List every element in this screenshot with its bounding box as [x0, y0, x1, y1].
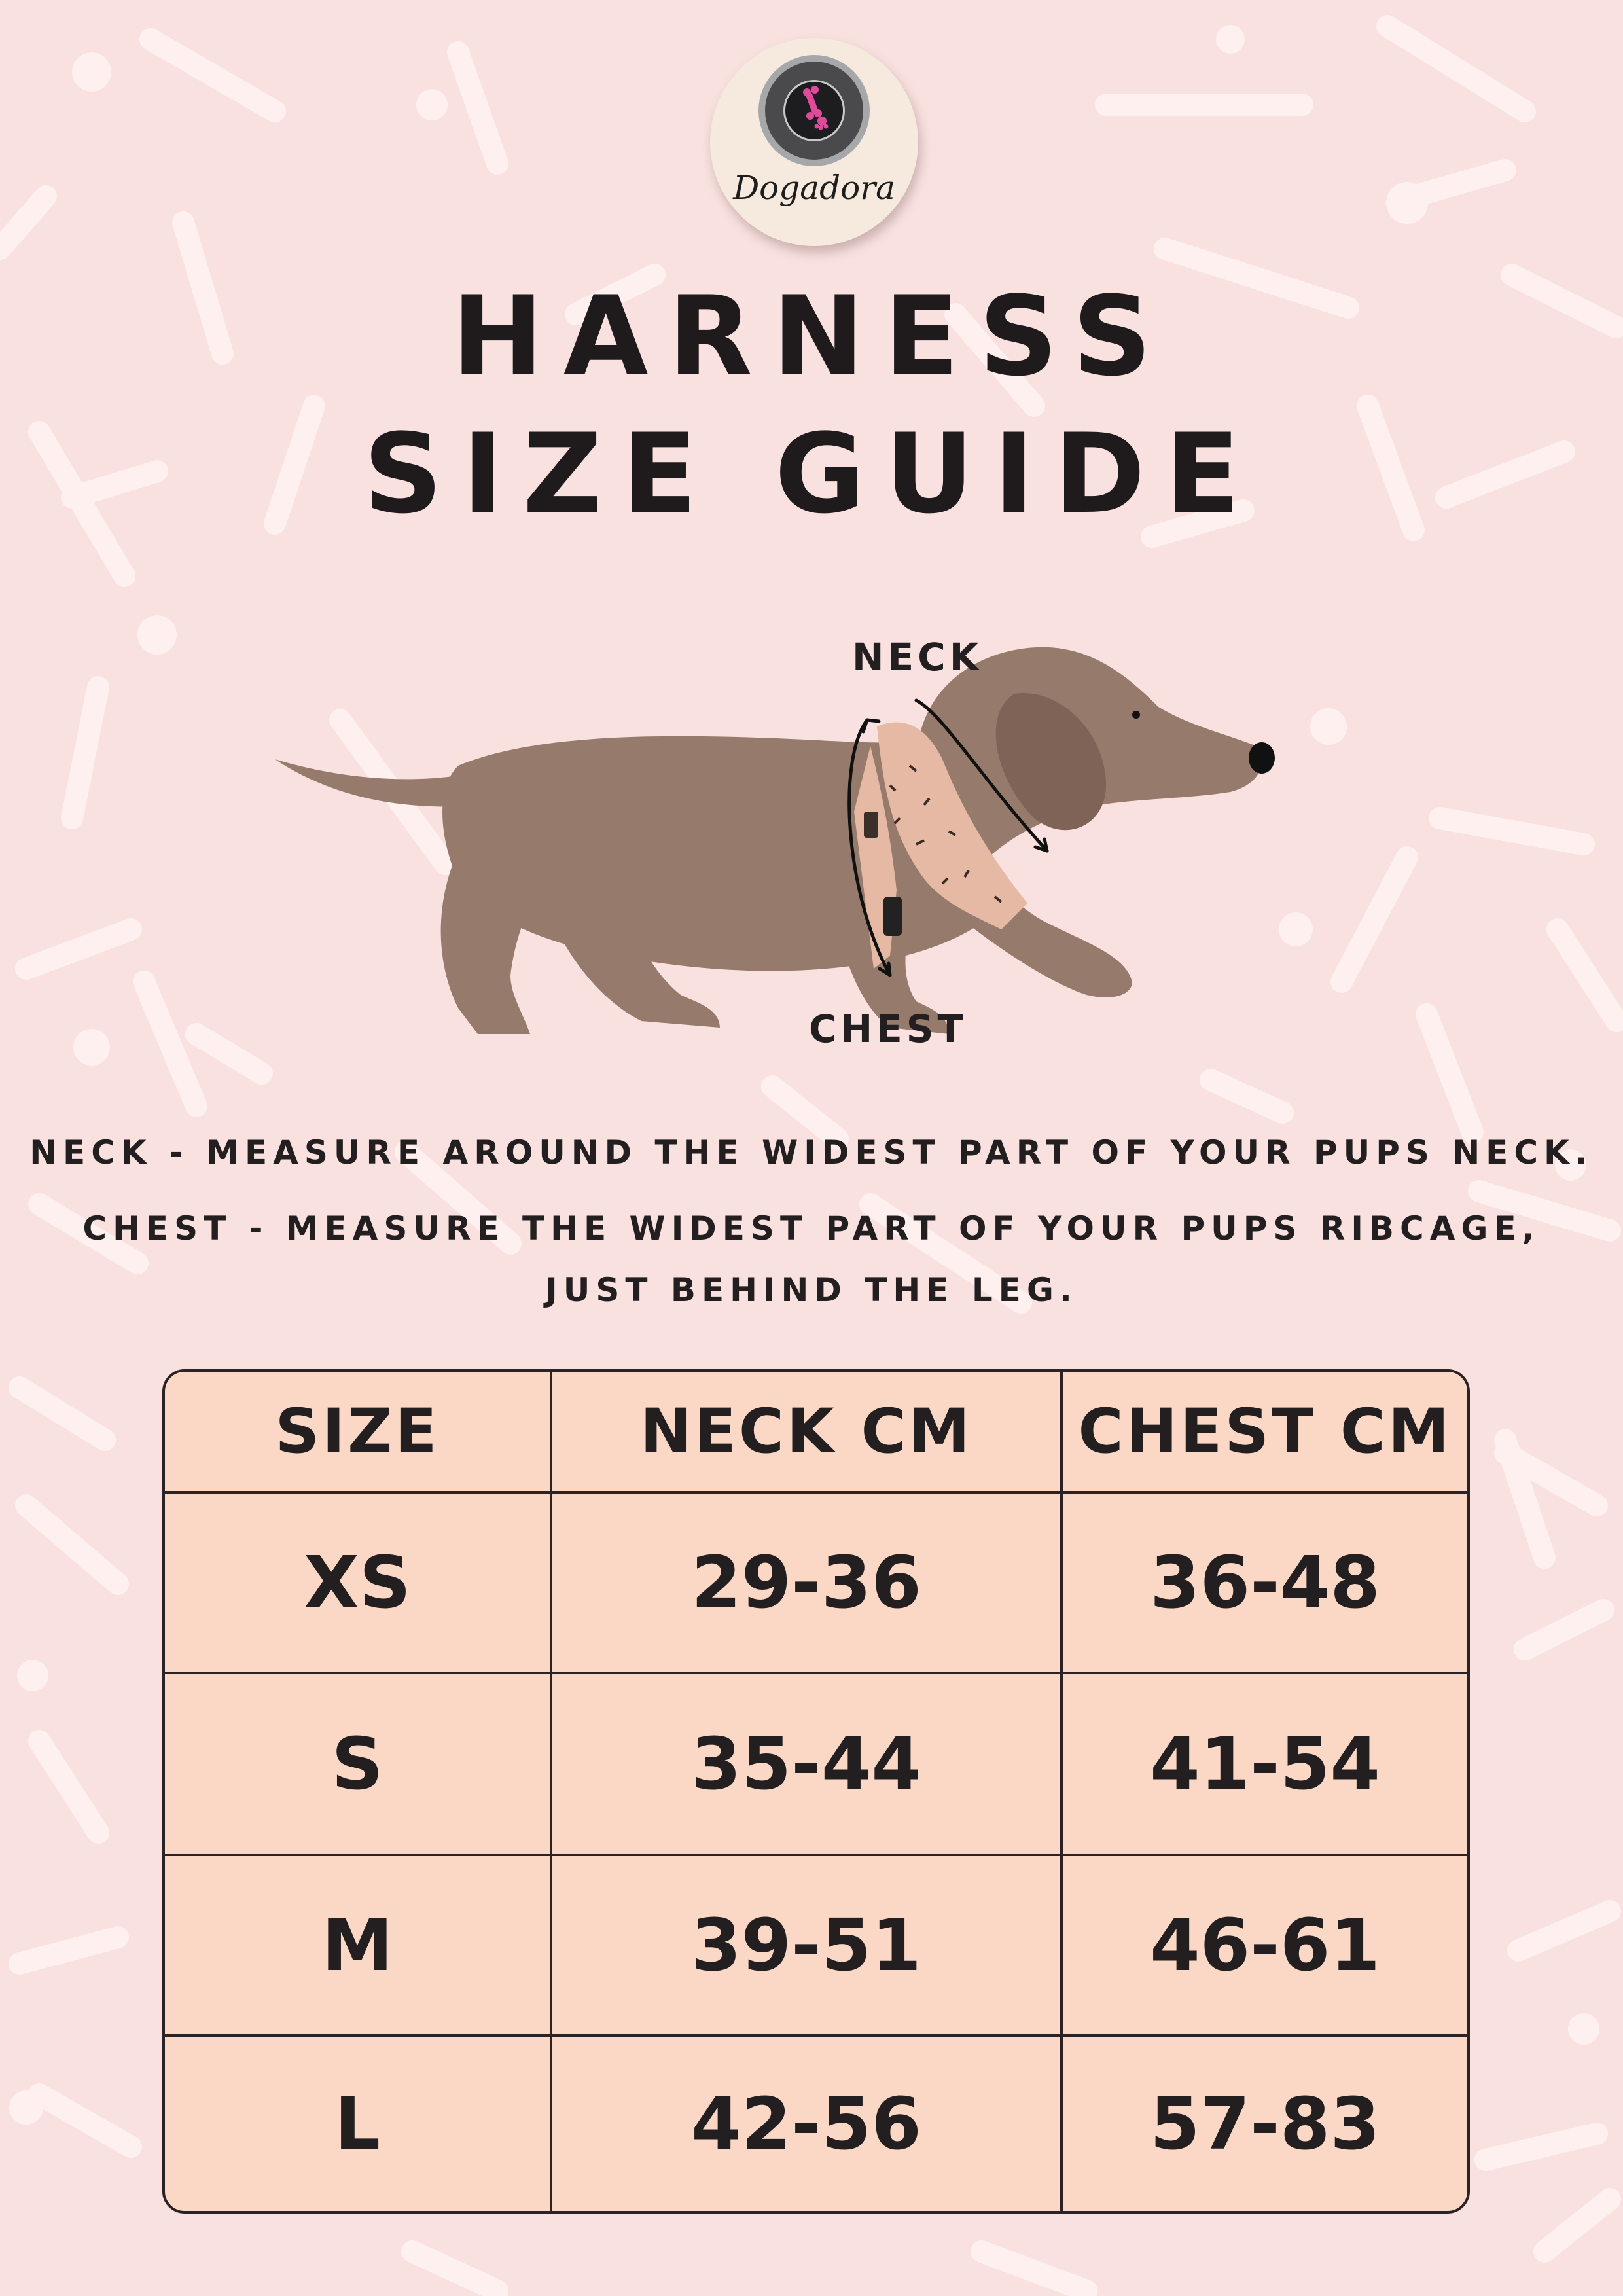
size-table: SIZE NECK CM CHEST CM XS 29-36 36-48 S 3… [162, 1369, 1470, 2214]
size-cell: S [331, 1722, 383, 1806]
neck-cell: 29-36 [550, 1494, 1060, 1672]
brand-logo: Dogadora [710, 38, 918, 246]
header-neck-cm: NECK CM [550, 1372, 1060, 1491]
chest-cell: 41-54 [1060, 1674, 1467, 1854]
bone-paw-icon [803, 86, 829, 130]
header-chest-cm: CHEST CM [1060, 1372, 1467, 1491]
size-cell: M [321, 1903, 393, 1987]
table-row: S 35-44 41-54 [165, 1674, 1467, 1854]
table-header-row: SIZE NECK CM CHEST CM [165, 1372, 1467, 1491]
row-divider [165, 1491, 1467, 1494]
brand-name: Dogadora [733, 169, 895, 207]
page-title-line-2: SIZE GUIDE [363, 410, 1260, 538]
logo-center [783, 80, 845, 141]
neck-cell: 42-56 [550, 2037, 1060, 2211]
neck-cell: 39-51 [550, 1856, 1060, 2034]
logo-badge [765, 62, 863, 160]
neck-instruction: NECK - MEASURE AROUND THE WIDEST PART OF… [29, 1134, 1594, 1172]
neck-cell: 35-44 [550, 1674, 1060, 1854]
header-size: SIZE [275, 1395, 440, 1467]
row-divider [165, 1672, 1467, 1674]
neck-label: NECK [852, 635, 983, 679]
chest-cell: 36-48 [1060, 1494, 1467, 1672]
dachshund-harness-illustration [275, 647, 1275, 1034]
chest-cell: 46-61 [1060, 1856, 1467, 2034]
chest-instruction-line-1: CHEST - MEASURE THE WIDEST PART OF YOUR … [82, 1210, 1541, 1247]
page-title-line-1: HARNESS [452, 272, 1171, 401]
table-row: XS 29-36 36-48 [165, 1494, 1467, 1672]
size-cell: XS [303, 1541, 412, 1624]
table-row: L 42-56 57-83 [165, 2037, 1467, 2211]
size-cell: L [334, 2082, 381, 2166]
chest-cell: 57-83 [1060, 2037, 1467, 2211]
chest-label: CHEST [809, 1007, 968, 1051]
row-divider [165, 1854, 1467, 1856]
chest-instruction-line-2: JUST BEHIND THE LEG. [545, 1271, 1078, 1309]
table-row: M 39-51 46-61 [165, 1856, 1467, 2034]
row-divider [165, 2034, 1467, 2037]
